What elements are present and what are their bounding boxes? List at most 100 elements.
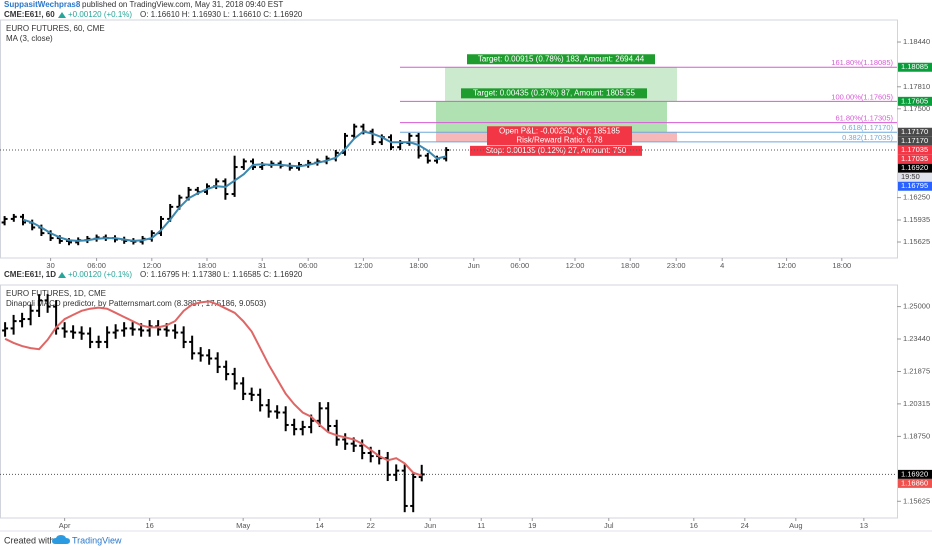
price-label-box xyxy=(898,62,932,72)
price-label-box xyxy=(898,96,932,106)
y-tick-label: 1.17810 xyxy=(903,82,930,91)
price-label: 1.17035 xyxy=(901,154,928,163)
price-label-box xyxy=(898,478,932,488)
price-label-box xyxy=(898,145,932,155)
y-tick-label: 1.18440 xyxy=(903,37,930,46)
price-label-box xyxy=(898,127,932,137)
price-label: 1.16920 xyxy=(901,163,928,172)
y-tick-label: 1.15625 xyxy=(903,496,930,505)
x-tick-label: 23:00 xyxy=(667,261,686,270)
position-tag xyxy=(487,135,632,146)
panel-subtitle: MA (3, close) xyxy=(6,34,53,43)
x-tick-label: 12:00 xyxy=(354,261,373,270)
x-tick-label: 22 xyxy=(367,521,375,530)
x-tick-label: 16 xyxy=(690,521,698,530)
x-tick-label: 13 xyxy=(860,521,868,530)
y-tick-label: 1.20315 xyxy=(903,399,930,408)
price-label: 1.16860 xyxy=(901,478,928,487)
position-label: Risk/Reward Ratio: 6.78 xyxy=(516,135,603,144)
position-tag xyxy=(487,126,632,137)
price-label-box xyxy=(898,469,932,479)
x-tick-label: 4 xyxy=(720,261,724,270)
price-label: 1.17035 xyxy=(901,145,928,154)
price-label: 1.17170 xyxy=(901,127,928,136)
y-tick-label: 1.17500 xyxy=(903,104,930,113)
ohlc: O: 1.16795 H: 1.17380 L: 1.16585 C: 1.16… xyxy=(140,270,303,279)
change: +0.00120 (+0.1%) xyxy=(68,270,132,279)
x-tick-label: 12:00 xyxy=(142,261,161,270)
x-tick-label: 18:00 xyxy=(832,261,851,270)
fib-label: 100.00%(1.17605) xyxy=(831,92,893,101)
x-tick-label: 12:00 xyxy=(566,261,585,270)
price-label-box xyxy=(898,154,932,164)
y-tick-label: 1.18750 xyxy=(903,431,930,440)
indicator-line xyxy=(4,300,423,477)
price-label: 1.16920 xyxy=(901,469,928,478)
author[interactable]: SuppasitWechpras8 xyxy=(4,0,81,9)
fib-label: 0.382(1.17035) xyxy=(842,133,893,142)
position-label: Target: 0.00915 (0.78%) 183, Amount: 269… xyxy=(478,54,645,63)
symbol: CME:E61!, 1D xyxy=(4,270,56,279)
price-label: 1.16795 xyxy=(901,181,928,190)
panel-frame xyxy=(0,19,898,259)
footer-brand[interactable]: TradingView xyxy=(72,535,122,545)
price-label-box xyxy=(898,172,932,182)
published: published on TradingView.com, May 31, 20… xyxy=(82,0,283,9)
x-tick-label: 06:00 xyxy=(87,261,106,270)
y-tick-label: 1.16250 xyxy=(903,193,930,202)
ohlc: O: 1.16610 H: 1.16930 L: 1.16610 C: 1.16… xyxy=(140,10,303,19)
x-tick-label: 18:00 xyxy=(198,261,217,270)
up-icon xyxy=(58,12,66,18)
x-tick-label: 18:00 xyxy=(621,261,640,270)
price-label-box xyxy=(898,136,932,146)
indicator-line xyxy=(22,130,447,242)
y-tick-label: 1.15625 xyxy=(903,237,930,246)
fib-label: 61.80%(1.17305) xyxy=(835,114,893,123)
symbol: CME:E61!, 60 xyxy=(4,10,55,19)
price-label: 1.18085 xyxy=(901,62,928,71)
x-tick-label: 14 xyxy=(316,521,324,530)
y-tick-label: 1.25000 xyxy=(903,302,930,311)
fib-label: 0.618(1.17170) xyxy=(842,123,893,132)
position-tag xyxy=(461,88,647,99)
x-tick-label: 19 xyxy=(528,521,536,530)
x-tick-label: 16 xyxy=(145,521,153,530)
price-label: 1.17605 xyxy=(901,96,928,105)
position-tag xyxy=(467,54,655,65)
panel-frame xyxy=(0,284,898,519)
price-label-box xyxy=(898,163,932,173)
y-tick-label: 1.23440 xyxy=(903,334,930,343)
panel-subtitle: Dinapoli MACD predictor, by Patternsmart… xyxy=(6,299,266,308)
x-tick-label: Aug xyxy=(789,521,802,530)
x-tick-label: 06:00 xyxy=(299,261,318,270)
x-tick-label: Apr xyxy=(59,521,71,530)
x-tick-label: 24 xyxy=(741,521,749,530)
fib-label: 161.80%(1.18085) xyxy=(831,58,893,67)
x-tick-label: 30 xyxy=(46,261,54,270)
position-tag xyxy=(470,145,642,156)
x-tick-label: 18:00 xyxy=(409,261,428,270)
position-label: Target: 0.00435 (0.37%) 87, Amount: 1805… xyxy=(473,88,635,97)
price-label-box xyxy=(898,181,932,191)
x-tick-label: Jun xyxy=(424,521,436,530)
up-icon xyxy=(58,272,66,278)
x-tick-label: 11 xyxy=(477,521,485,530)
y-tick-label: 1.15935 xyxy=(903,215,930,224)
x-tick-label: Jul xyxy=(604,521,614,530)
logo xyxy=(52,535,70,544)
x-tick-label: 12:00 xyxy=(777,261,796,270)
y-tick-label: 1.21875 xyxy=(903,366,930,375)
position-label: Stop: 0.00135 (0.12%) 27, Amount: 750 xyxy=(486,146,627,155)
x-tick-label: May xyxy=(236,521,250,530)
panel-title: EURO FUTURES, 1D, CME xyxy=(6,289,106,298)
panel-title: EURO FUTURES, 60, CME xyxy=(6,24,105,33)
x-tick-label: Jun xyxy=(468,261,480,270)
price-label: 19:50 xyxy=(901,172,920,181)
x-tick-label: 06:00 xyxy=(510,261,529,270)
price-label: 1.17170 xyxy=(901,136,928,145)
position-label: Open P&L: -0.00250, Qty: 185185 xyxy=(499,126,621,135)
x-tick-label: 31 xyxy=(258,261,266,270)
